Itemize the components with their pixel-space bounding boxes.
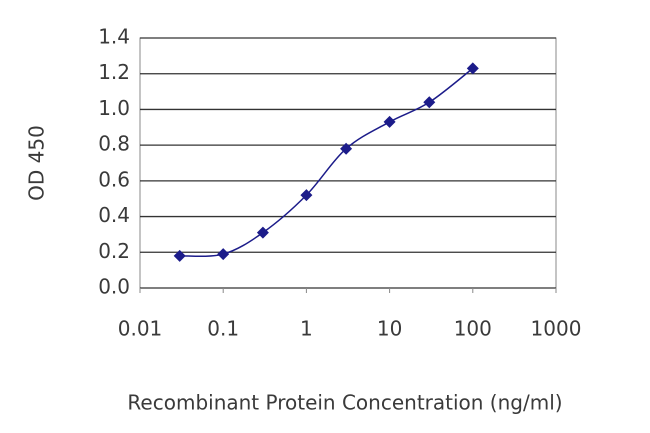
y-tick-label: 0.4 [98,203,130,227]
x-tick-label: 0.01 [118,317,163,341]
x-tick-label: 100 [454,317,492,341]
y-tick-label: 1.0 [98,96,130,120]
y-tick-label: 1.4 [98,25,130,49]
x-tick-label: 10 [377,317,402,341]
plot-area [139,37,557,289]
data-point [300,189,313,202]
data-point [173,249,186,262]
y-axis-label: OD 450 [25,125,49,201]
x-tick-label: 1 [300,317,313,341]
data-point [423,96,436,109]
data-point [340,142,353,155]
x-tick-label: 0.1 [207,317,239,341]
y-tick-label: 0.0 [98,275,130,299]
x-axis-label: Recombinant Protein Concentration (ng/ml… [127,391,562,415]
data-point [256,226,269,239]
y-tick-label: 0.6 [98,167,130,191]
data-point [383,115,396,128]
y-tick-label: 0.2 [98,239,130,263]
y-tick-label: 1.2 [98,60,130,84]
data-point [466,62,479,75]
data-point [217,248,230,261]
x-tick-label: 1000 [531,317,582,341]
y-tick-label: 0.8 [98,132,130,156]
